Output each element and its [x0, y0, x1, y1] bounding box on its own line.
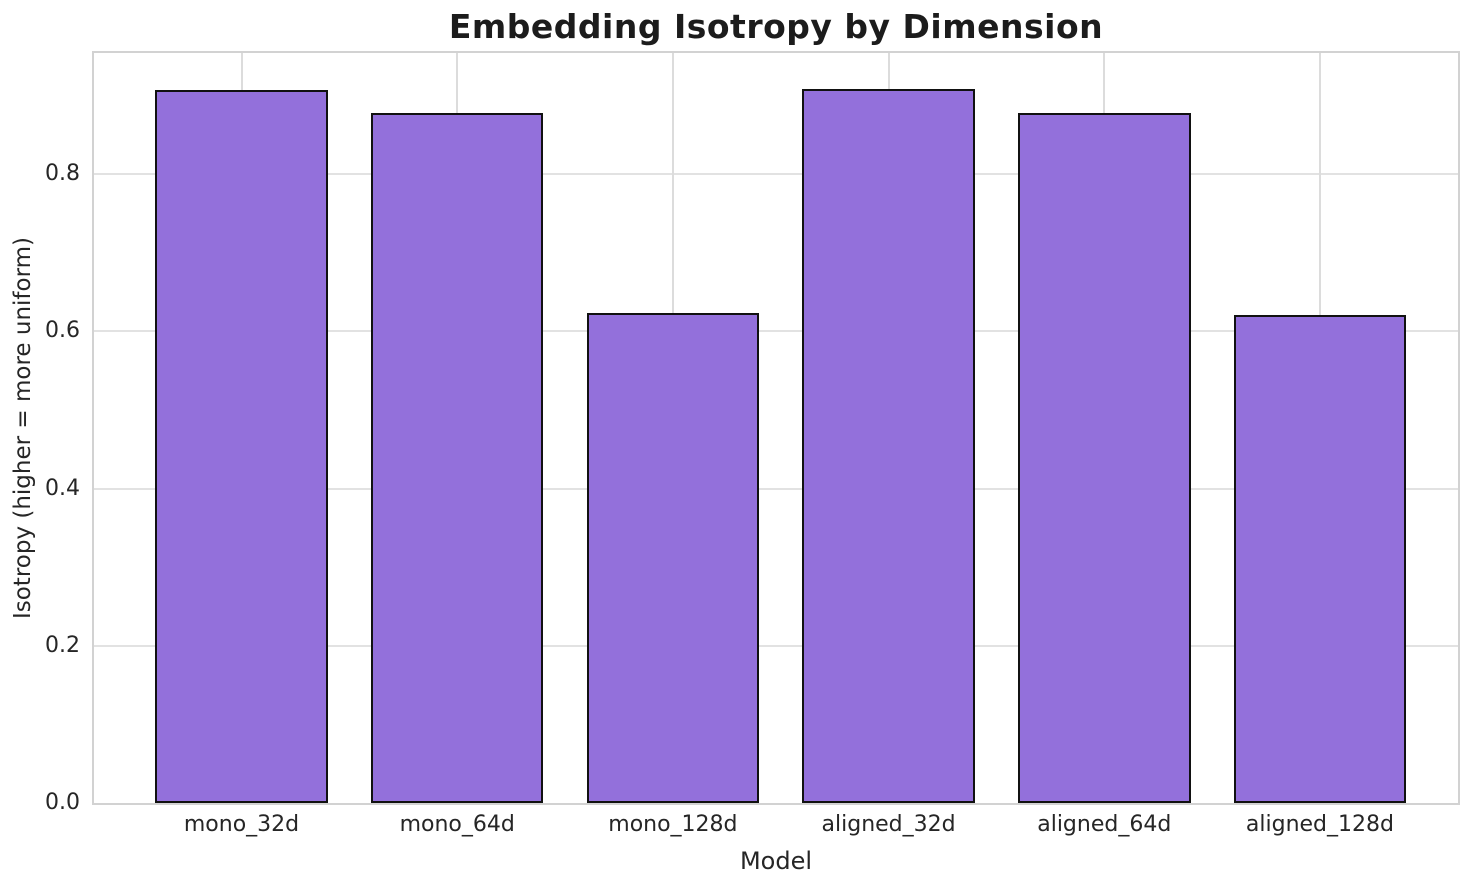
bar-aligned_64d [1018, 112, 1191, 803]
x-tick-label-aligned_32d: aligned_32d [821, 812, 956, 837]
y-tick-label-0.4: 0.4 [45, 475, 80, 501]
x-tick-label-aligned_128d: aligned_128d [1245, 812, 1394, 837]
x-axis-label: Model [739, 847, 813, 875]
horizontal-gridline [94, 644, 1458, 647]
x-tick-label-mono_64d: mono_64d [399, 812, 515, 837]
bar-mono_32d [155, 89, 328, 803]
plot-inner [94, 53, 1458, 803]
chart-title: Embedding Isotropy by Dimension [448, 7, 1104, 46]
y-tick-label-0.8: 0.8 [45, 161, 80, 187]
x-tick-label-mono_32d: mono_32d [183, 812, 300, 837]
x-tick-label-aligned_64d: aligned_64d [1037, 812, 1172, 837]
x-tick-label-mono_128d: mono_128d [608, 812, 738, 837]
y-tick-label-0.2: 0.2 [45, 632, 80, 658]
bar-aligned_32d [802, 89, 975, 803]
plot-area [92, 51, 1460, 805]
bar-aligned_128d [1233, 314, 1407, 803]
horizontal-gridline [94, 330, 1458, 333]
bar-mono_128d [586, 313, 760, 803]
bar-mono_64d [370, 112, 544, 803]
y-axis-label: Isotropy (higher = more uniform) [10, 236, 36, 620]
horizontal-gridline [94, 173, 1458, 176]
y-tick-label-0.6: 0.6 [45, 318, 80, 344]
horizontal-gridline [94, 487, 1458, 490]
y-tick-label-0.0: 0.0 [45, 790, 80, 815]
